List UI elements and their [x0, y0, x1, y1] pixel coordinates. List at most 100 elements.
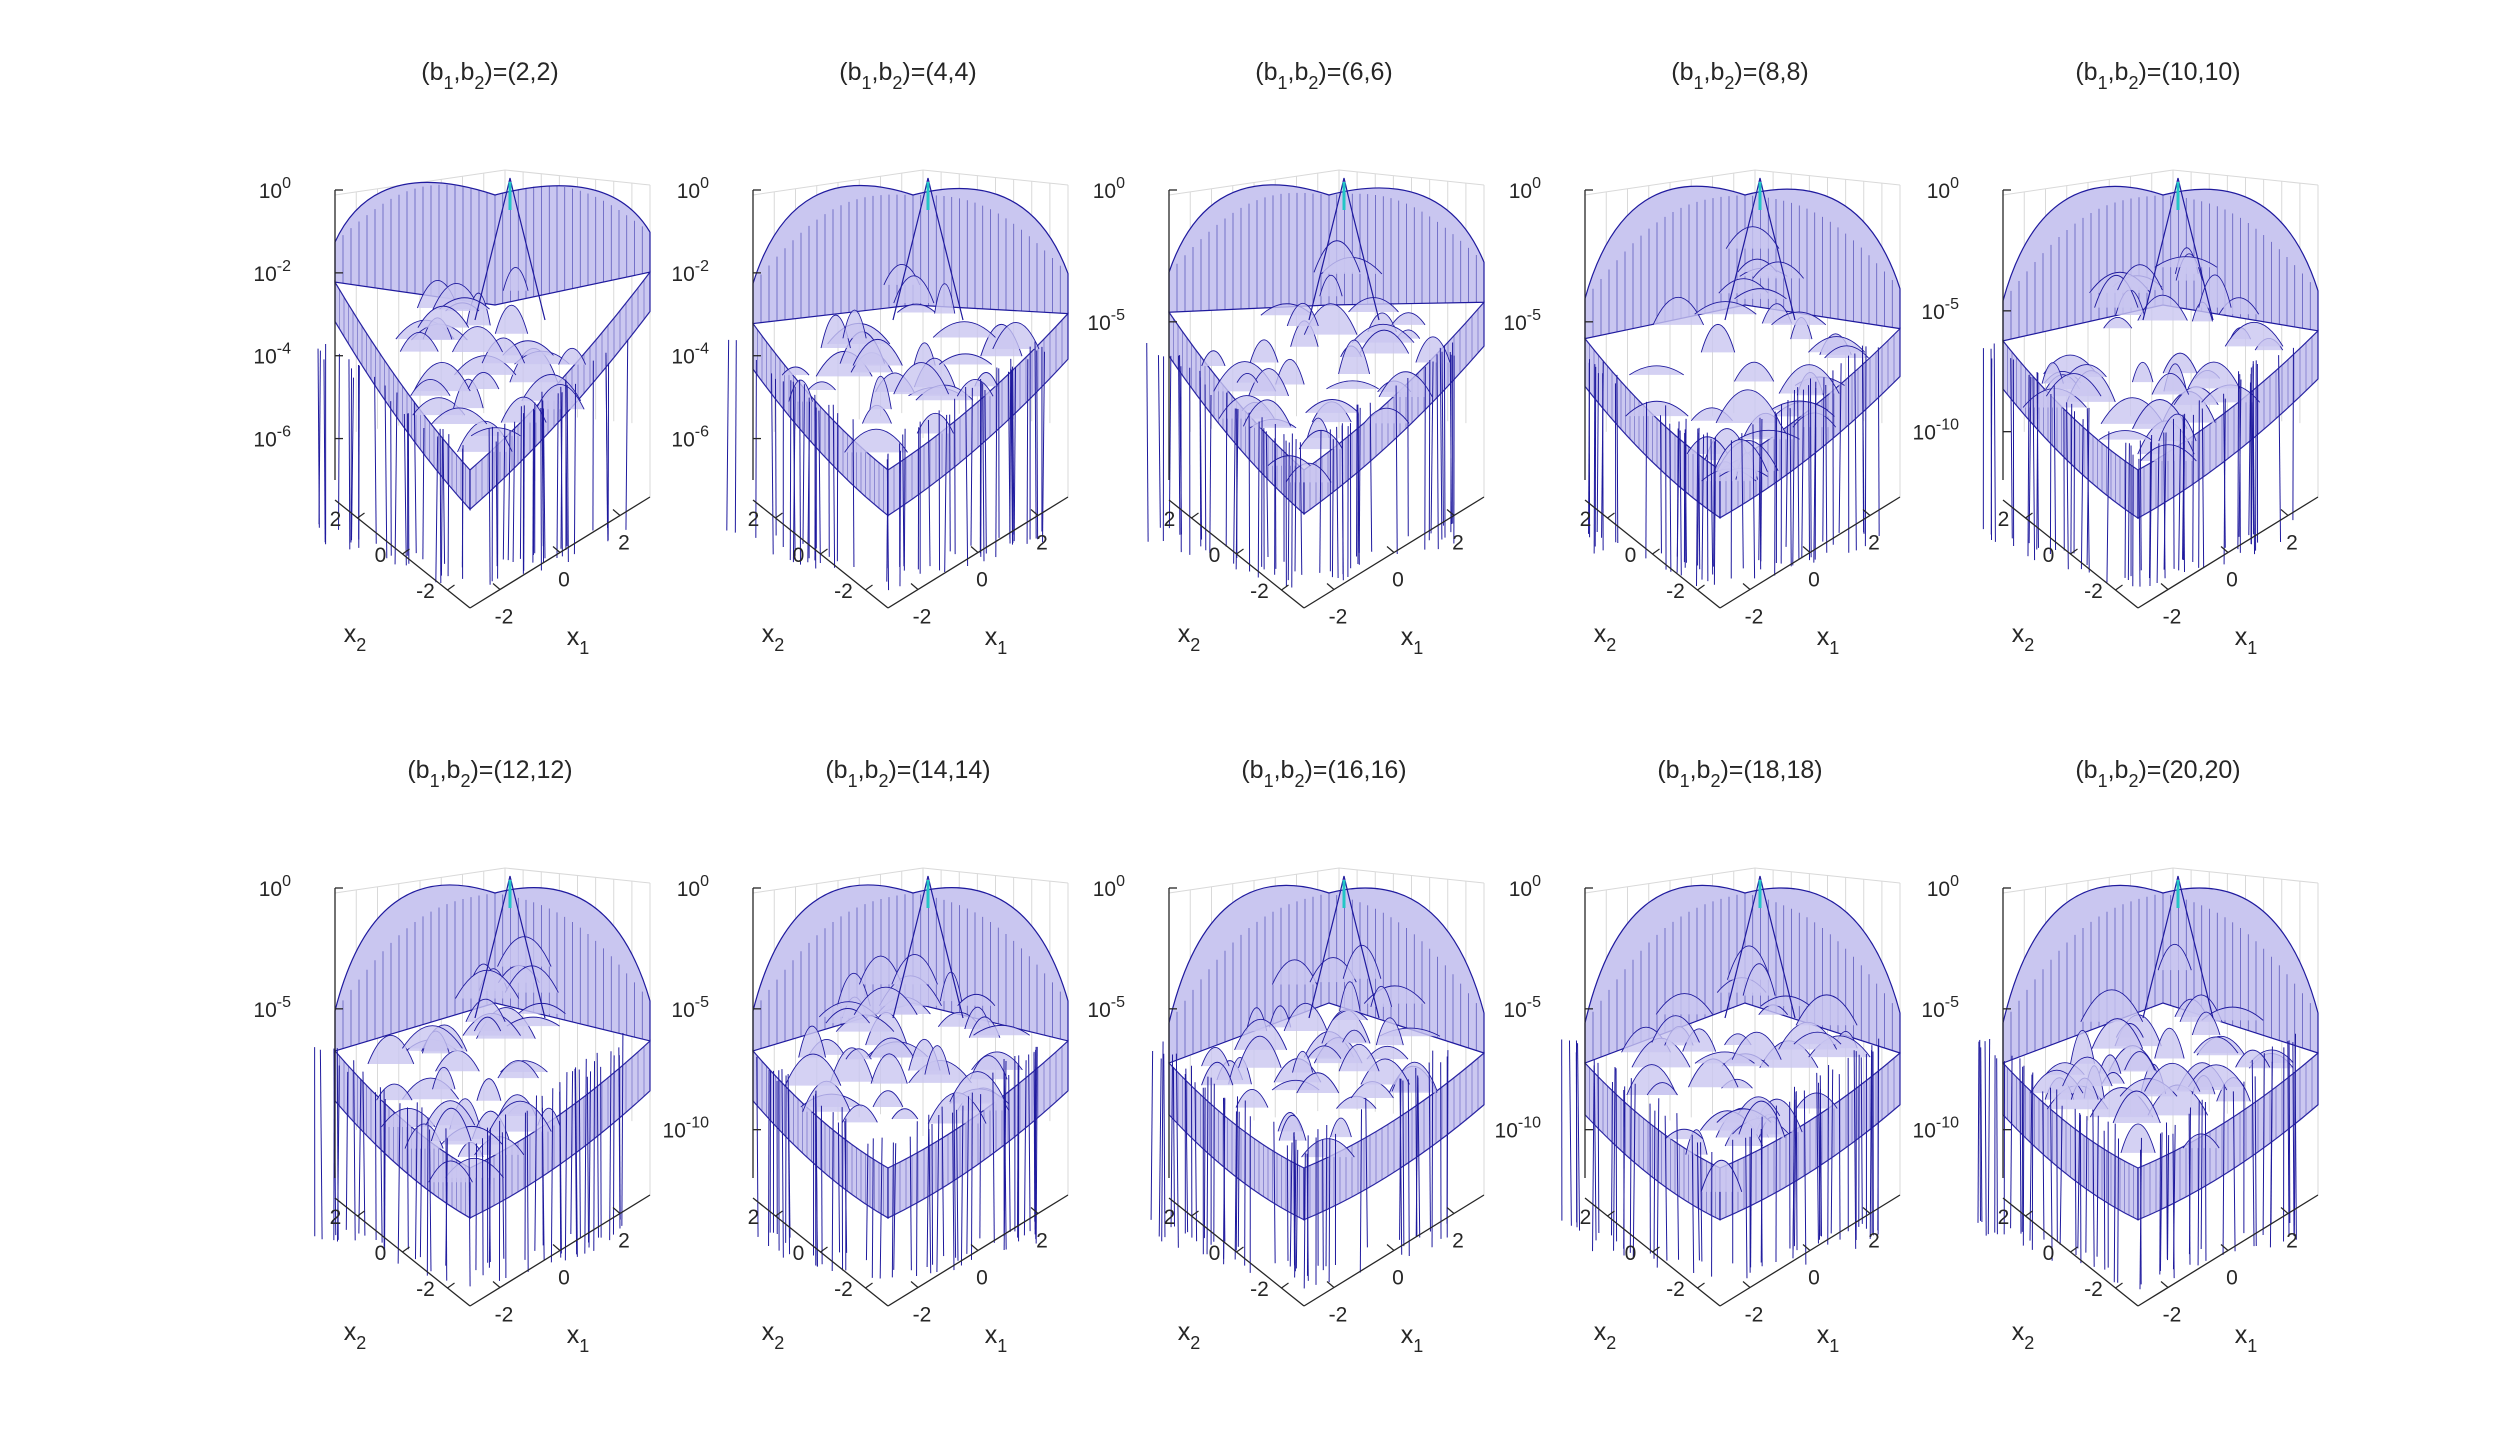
surface-spike	[820, 1105, 823, 1265]
surface-spike	[2085, 1116, 2088, 1253]
interior-bump	[845, 1048, 872, 1060]
surface-spike	[2294, 1044, 2297, 1240]
surface-spike	[2172, 1124, 2176, 1270]
interior-bump	[1301, 1138, 1355, 1158]
x2-tick-label: -2	[834, 1278, 853, 1301]
surface-spike	[949, 414, 951, 552]
central-peak	[1308, 177, 1380, 321]
surface-spike	[980, 381, 982, 557]
x1-tick-label: 2	[2286, 1230, 2298, 1253]
interior-bump	[2103, 316, 2133, 329]
surface-spike	[916, 1121, 918, 1276]
surface-spike	[1274, 424, 1277, 569]
surface-spike	[336, 1048, 339, 1240]
surface-spike	[542, 408, 546, 559]
surface-spike	[799, 379, 801, 565]
surface-spike	[1984, 1041, 1987, 1236]
z-tick-label: 100	[1509, 175, 1541, 203]
surface-spike	[2156, 443, 2160, 583]
z-tick-label: 10-5	[1503, 307, 1541, 335]
surface-spike	[2238, 379, 2242, 537]
x2-tick	[402, 548, 410, 555]
surface-spike	[1860, 1057, 1863, 1224]
surface-spike	[2059, 1105, 2063, 1245]
interior-bump	[842, 309, 867, 339]
x1-tick-label: -2	[913, 1304, 932, 1327]
surface-spike	[2204, 1101, 2207, 1261]
surface-spike	[586, 1076, 590, 1243]
surface-spike	[618, 1055, 621, 1220]
interior-bump	[872, 1090, 904, 1108]
surface-spike	[612, 1055, 615, 1235]
interior-bump	[1242, 399, 1292, 427]
surface-spike	[1331, 439, 1334, 578]
surface-spike	[2172, 418, 2175, 569]
surface-spike	[1365, 1097, 1368, 1248]
x2-axis-label: x2	[762, 1318, 785, 1353]
interior-bump	[367, 1034, 415, 1065]
x1-tick	[1862, 509, 1871, 516]
x1-tick-label: 0	[976, 1267, 988, 1290]
surface-spike	[1656, 1098, 1660, 1268]
x2-tick-label: 2	[1998, 508, 2010, 531]
surface-spike	[1295, 1149, 1299, 1269]
interior-bump	[1391, 312, 1426, 326]
surface-spike	[756, 1056, 759, 1237]
surface-spike	[815, 1090, 818, 1267]
surface-spike	[1795, 1091, 1798, 1251]
surface-panel-3: 100 10-5 2 0 -2 -2 0 2 x2 x1 (b1,b2)=(6,6)	[1087, 58, 1485, 658]
surface-spike	[2106, 431, 2110, 583]
surface-spike	[927, 420, 931, 567]
interior-bump	[1359, 329, 1410, 354]
surface-spike	[1424, 366, 1426, 550]
surface-spike	[1359, 1109, 1363, 1273]
surface-spike	[909, 1136, 912, 1271]
x2-tick-label: 2	[330, 1206, 342, 1229]
interior-bump	[1360, 1058, 1410, 1085]
surface-spike	[953, 1093, 957, 1258]
z-tick-label: 10-4	[253, 341, 291, 369]
surface-spike	[414, 1102, 418, 1260]
surface-spike	[358, 1078, 362, 1234]
surface-spike	[2182, 416, 2185, 560]
panel-title: (b1,b2)=(14,14)	[825, 756, 990, 791]
surface-spike	[1194, 1082, 1198, 1242]
x2-tick-label: -2	[2084, 580, 2103, 603]
z-tick-label: 10-5	[253, 994, 291, 1022]
surface-panel-8: 100 10-5 2 0 -2 -2 0 2 x2 x1 (b1,b2)=(16,16)	[1087, 756, 1485, 1356]
z-tick-label: 10-10	[1913, 417, 1960, 445]
z-tick-label: 10-2	[253, 258, 291, 286]
surface-spike	[2182, 413, 2186, 561]
x1-tick	[1742, 583, 1751, 590]
x2-tick	[1652, 548, 1660, 555]
x2-tick	[775, 1210, 783, 1217]
interior-bump	[973, 1025, 1030, 1036]
surface-spike	[2070, 403, 2073, 555]
surface-spike	[2197, 1100, 2200, 1266]
x1-axis-label: x1	[1401, 623, 1424, 658]
surface-spike	[992, 1072, 995, 1243]
surface-mesh	[317, 177, 651, 585]
z-tick-label: 10-5	[671, 994, 709, 1022]
interior-bump	[957, 993, 996, 1007]
surface-panel-7: 100 10-5 10-10 2 0 -2 -2 0 2 x2 x1 (b1,b2)=(14,14)	[663, 756, 1069, 1356]
surface-spike	[375, 1092, 377, 1241]
surface-spike	[596, 1052, 599, 1238]
surface-spike	[755, 360, 757, 538]
surface-spike	[1679, 430, 1682, 576]
surface-spike	[1854, 353, 1857, 551]
x2-tick	[2025, 1210, 2033, 1217]
interior-bump	[2182, 1133, 2220, 1149]
surface-spike	[319, 1049, 323, 1240]
surface-spike	[1034, 341, 1037, 539]
x2-tick	[1607, 512, 1615, 519]
x2-tick-label: -2	[1666, 1278, 1685, 1301]
interior-bump	[2191, 1011, 2221, 1036]
x2-tick	[1652, 1246, 1660, 1253]
surface-spike	[588, 1071, 592, 1248]
z-tick-label: 100	[677, 175, 709, 203]
interior-bump	[1793, 1031, 1842, 1045]
surface-spike	[891, 1142, 894, 1278]
interior-bump	[2131, 361, 2154, 383]
central-peak	[1724, 875, 1796, 1019]
